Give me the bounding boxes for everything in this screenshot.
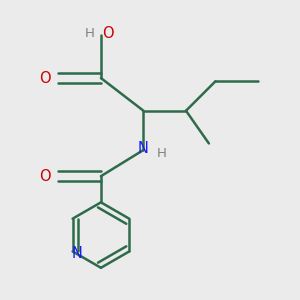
Text: H: H [157,147,166,161]
Text: N: N [72,246,83,261]
Text: O: O [40,70,51,86]
Text: N: N [138,141,149,156]
Text: O: O [40,169,51,184]
Text: O: O [102,26,113,41]
Text: H: H [85,27,94,40]
